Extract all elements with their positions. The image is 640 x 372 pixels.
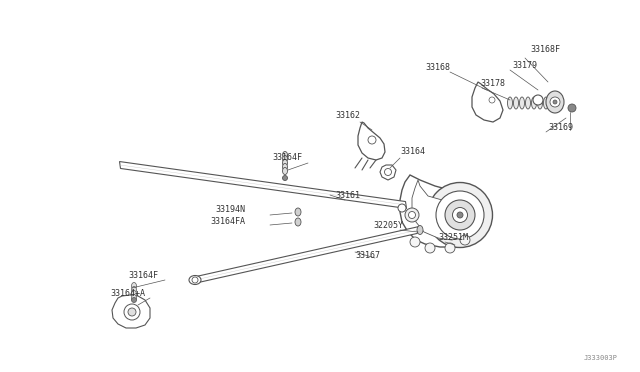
Ellipse shape xyxy=(508,97,513,109)
Ellipse shape xyxy=(457,212,463,218)
Ellipse shape xyxy=(282,164,287,170)
Ellipse shape xyxy=(417,225,423,234)
Polygon shape xyxy=(120,161,406,208)
Polygon shape xyxy=(380,165,396,180)
Polygon shape xyxy=(412,180,468,240)
Ellipse shape xyxy=(131,295,136,301)
Ellipse shape xyxy=(520,97,525,109)
Ellipse shape xyxy=(131,282,136,289)
Ellipse shape xyxy=(295,218,301,226)
Ellipse shape xyxy=(128,308,136,316)
Ellipse shape xyxy=(452,208,467,222)
Text: 33251M: 33251M xyxy=(438,234,468,243)
Ellipse shape xyxy=(546,91,564,113)
Text: 33169: 33169 xyxy=(548,124,573,132)
Ellipse shape xyxy=(189,276,201,285)
Text: 33164+A: 33164+A xyxy=(110,289,145,298)
Polygon shape xyxy=(358,122,385,160)
Ellipse shape xyxy=(131,286,136,294)
Ellipse shape xyxy=(282,176,287,180)
Ellipse shape xyxy=(445,243,455,253)
Ellipse shape xyxy=(543,97,548,109)
Ellipse shape xyxy=(533,95,543,105)
Text: 33161: 33161 xyxy=(335,192,360,201)
Ellipse shape xyxy=(436,191,484,239)
Ellipse shape xyxy=(124,304,140,320)
Text: 33164F: 33164F xyxy=(272,153,302,161)
Polygon shape xyxy=(400,175,478,247)
Ellipse shape xyxy=(525,97,531,109)
Ellipse shape xyxy=(408,212,415,218)
Polygon shape xyxy=(194,227,419,283)
Ellipse shape xyxy=(282,151,287,158)
Ellipse shape xyxy=(398,204,406,212)
Ellipse shape xyxy=(131,291,136,298)
Ellipse shape xyxy=(460,235,470,245)
Text: 33164F: 33164F xyxy=(128,272,158,280)
Text: 33194N: 33194N xyxy=(215,205,245,215)
Text: 33164: 33164 xyxy=(400,148,425,157)
Ellipse shape xyxy=(295,208,301,216)
Ellipse shape xyxy=(282,167,287,174)
Ellipse shape xyxy=(385,169,392,176)
Ellipse shape xyxy=(538,97,543,109)
Ellipse shape xyxy=(550,97,560,107)
Text: J333003P: J333003P xyxy=(584,355,618,361)
Ellipse shape xyxy=(368,136,376,144)
Ellipse shape xyxy=(425,243,435,253)
Ellipse shape xyxy=(428,183,493,247)
Text: 33164FA: 33164FA xyxy=(210,218,245,227)
Ellipse shape xyxy=(531,97,536,109)
Text: 33179: 33179 xyxy=(512,61,537,70)
Ellipse shape xyxy=(445,200,475,230)
Text: 33178: 33178 xyxy=(480,78,505,87)
Ellipse shape xyxy=(282,160,287,167)
Text: 33162: 33162 xyxy=(335,110,360,119)
Ellipse shape xyxy=(405,208,419,222)
Ellipse shape xyxy=(282,155,287,163)
Ellipse shape xyxy=(410,237,420,247)
Ellipse shape xyxy=(513,97,518,109)
Ellipse shape xyxy=(568,104,576,112)
Text: 32205Y: 32205Y xyxy=(373,221,403,230)
Ellipse shape xyxy=(553,100,557,104)
Text: 33168: 33168 xyxy=(425,64,450,73)
Ellipse shape xyxy=(489,97,495,103)
Ellipse shape xyxy=(131,298,136,302)
Polygon shape xyxy=(112,295,150,328)
Ellipse shape xyxy=(192,277,198,283)
Text: 33167: 33167 xyxy=(355,250,381,260)
Text: 33168F: 33168F xyxy=(530,45,560,55)
Polygon shape xyxy=(472,82,503,122)
